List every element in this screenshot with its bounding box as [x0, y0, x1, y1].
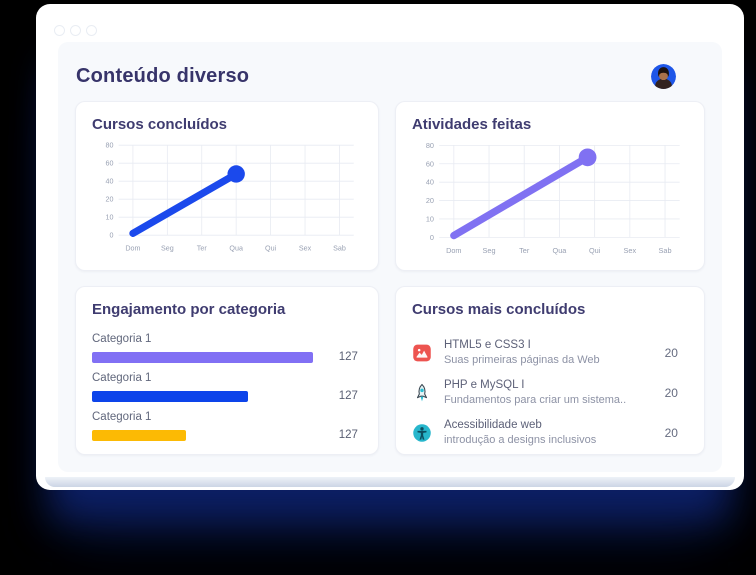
- svg-text:60: 60: [106, 160, 114, 168]
- card-title: Engajamento por categoria: [92, 301, 286, 319]
- line-chart-cursos-concluidos: Dom Seg Ter Qua Qui Sex Sab 0 10 20 40 60 80: [106, 142, 354, 253]
- svg-text:Dom: Dom: [125, 245, 140, 253]
- svg-text:80: 80: [106, 142, 114, 150]
- category-bar-row: Categoria 1 127: [92, 411, 362, 441]
- page-title: Conteúdo diverso: [76, 65, 250, 87]
- rocket-icon: [412, 383, 432, 403]
- svg-text:0: 0: [109, 232, 113, 240]
- category-bar-chart: Categoria 1 127 Categoria 1 127 Categoria 1 1…: [92, 322, 362, 441]
- browser-window: Conteúdo diverso Cursos concluídos Dom Se…: [36, 4, 744, 490]
- course-completions: 20: [664, 385, 678, 400]
- line-chart-atividades-feitas: Dom Seg Ter Qua Qui Sex Sab 0 10 20 40 60 80: [426, 141, 680, 255]
- window-control-dot[interactable]: [54, 24, 65, 36]
- svg-text:10: 10: [426, 214, 434, 223]
- category-label: Categoria 1: [92, 411, 152, 424]
- top-courses-list: HTML5 e CSS3 I Suas primeiras páginas da …: [412, 322, 688, 446]
- svg-text:Seg: Seg: [482, 246, 495, 255]
- card-title: Cursos mais concluídos: [411, 301, 586, 319]
- course-subtitle: Suas primeiras páginas da Web: [443, 354, 600, 367]
- svg-text:Qui: Qui: [589, 246, 601, 255]
- card-cursos-mais-concluidos: Cursos mais concluídos HTML5 e CSS3 I Sua…: [394, 286, 705, 456]
- svg-text:Ter: Ter: [519, 246, 530, 255]
- course-item[interactable]: Acessibilidade web introdução a designs i…: [412, 419, 688, 446]
- card-cursos-concluidos: Cursos concluídos Dom Seg Ter Qua Qui Sex Sab 0…: [75, 101, 379, 272]
- dashboard-panel: Conteúdo diverso Cursos concluídos Dom Se…: [58, 42, 722, 472]
- svg-text:Qua: Qua: [229, 245, 243, 253]
- course-completions: 20: [664, 345, 678, 360]
- category-label: Categoria 1: [92, 333, 152, 346]
- svg-text:80: 80: [426, 141, 434, 150]
- course-item[interactable]: PHP e MySQL I Fundamentos para criar um s…: [412, 379, 688, 406]
- category-bar-row: Categoria 1 127: [92, 333, 362, 363]
- bar-fill: [92, 390, 249, 402]
- bar-value: 127: [338, 351, 358, 364]
- accessibility-icon: [412, 423, 432, 443]
- svg-text:20: 20: [426, 196, 434, 205]
- course-item[interactable]: HTML5 e CSS3 I Suas primeiras páginas da …: [412, 339, 688, 366]
- card-title: Cursos concluídos: [92, 116, 228, 133]
- svg-text:20: 20: [106, 196, 114, 204]
- avatar-photo: [651, 64, 676, 89]
- svg-text:Sex: Sex: [623, 246, 636, 255]
- cards-grid: Cursos concluídos Dom Seg Ter Qua Qui Sex Sab 0…: [75, 101, 705, 456]
- window-control-dot[interactable]: [86, 24, 97, 36]
- category-label: Categoria 1: [92, 372, 152, 385]
- category-bar-row: Categoria 1 127: [92, 372, 362, 402]
- user-avatar[interactable]: [651, 64, 676, 89]
- window-titlebar: [36, 4, 744, 42]
- card-atividades-feitas: Atividades feitas Dom Seg Ter Qua Qui Sex Sab 0…: [394, 101, 705, 272]
- svg-text:Dom: Dom: [446, 246, 461, 255]
- course-title: PHP e MySQL I: [443, 379, 525, 392]
- svg-text:Qua: Qua: [552, 246, 567, 255]
- svg-text:Sab: Sab: [658, 246, 671, 255]
- bar-fill: [92, 429, 187, 441]
- svg-text:Qui: Qui: [265, 245, 277, 253]
- course-subtitle: introdução a designs inclusivos: [443, 434, 597, 447]
- svg-text:10: 10: [106, 214, 114, 222]
- card-title: Atividades feitas: [411, 116, 532, 133]
- bar-value: 127: [338, 429, 358, 442]
- book-icon: [412, 343, 432, 363]
- bar-value: 127: [338, 390, 358, 403]
- course-title: Acessibilidade web: [443, 419, 542, 432]
- svg-text:0: 0: [430, 233, 434, 242]
- panel-header: Conteúdo diverso: [76, 64, 704, 89]
- panel-bottom-edge: [45, 477, 735, 487]
- svg-text:Ter: Ter: [197, 245, 208, 253]
- card-engajamento: Engajamento por categoria Categoria 1 127…: [75, 286, 379, 456]
- svg-text:Seg: Seg: [161, 245, 174, 253]
- window-control-dot[interactable]: [70, 24, 81, 36]
- bar-track: [92, 351, 322, 363]
- bar-fill: [92, 351, 313, 363]
- svg-text:40: 40: [426, 178, 434, 187]
- svg-text:Sab: Sab: [333, 245, 346, 253]
- course-subtitle: Fundamentos para criar um sistema..: [443, 394, 627, 407]
- svg-text:40: 40: [106, 178, 114, 186]
- bar-track: [92, 390, 322, 402]
- course-title: HTML5 e CSS3 I: [443, 339, 531, 352]
- bar-track: [92, 429, 322, 441]
- course-completions: 20: [664, 425, 678, 440]
- svg-text:Sex: Sex: [299, 245, 312, 253]
- svg-text:60: 60: [426, 159, 434, 168]
